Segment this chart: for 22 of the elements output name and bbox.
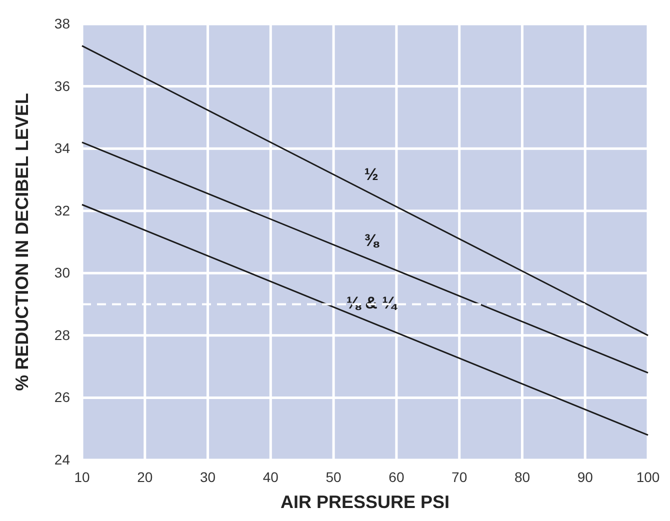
y-tick-label: 26 — [54, 389, 70, 406]
series-label: ½ — [364, 164, 378, 184]
y-tick-label: 30 — [54, 264, 70, 281]
x-tick-label: 50 — [326, 468, 342, 485]
y-tick-label: 34 — [54, 140, 70, 156]
x-tick-label: 40 — [262, 468, 279, 485]
x-tick-label: 90 — [577, 468, 594, 485]
y-tick-label: 32 — [54, 202, 70, 218]
x-tick-label: 80 — [514, 468, 530, 485]
x-tick-label: 10 — [74, 468, 90, 485]
y-tick-label: 38 — [54, 15, 70, 32]
x-tick-label: 30 — [200, 468, 216, 485]
y-tick-label: 36 — [54, 78, 70, 94]
x-tick-label: 20 — [137, 468, 153, 485]
y-tick-label: 28 — [54, 326, 70, 343]
series-label: ⅜ — [364, 231, 380, 250]
x-tick-label: 100 — [636, 468, 660, 485]
x-tick-label: 70 — [452, 468, 468, 485]
y-tick-label: 24 — [54, 451, 70, 468]
y-axis-title: % REDUCTION IN DECIBEL LEVEL — [12, 93, 32, 391]
x-tick-label: 60 — [388, 468, 404, 485]
x-axis-title: AIR PRESSURE PSI — [280, 492, 450, 512]
